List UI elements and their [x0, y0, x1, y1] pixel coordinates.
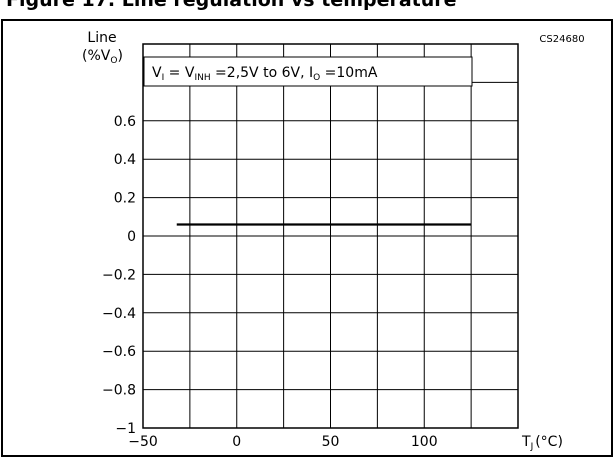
x-tick-labels: −50 0 50 100 [128, 434, 437, 450]
y-tick-label: −0.4 [102, 306, 136, 322]
y-tick-label: 0.6 [114, 114, 136, 130]
figure-title: Figure 17. Line regulation vs temperatur… [6, 0, 457, 11]
y-tick-label: 0 [127, 229, 136, 245]
y-tick-label: −1 [115, 421, 136, 437]
x-tick-label: 50 [322, 434, 340, 450]
y-tick-labels: 0.6 0.4 0.2 0 −0.2 −0.4 −0.6 −0.8 −1 [102, 114, 136, 437]
x-tick-label: 0 [232, 434, 241, 450]
condition-label: VI = VINH =2,5V to 6V, IO =10mA [152, 65, 378, 83]
y-tick-label: −0.2 [102, 267, 136, 283]
y-tick-label: 0.2 [114, 191, 136, 207]
y-axis-label: Line [87, 30, 116, 46]
y-tick-label: 0.4 [114, 152, 136, 168]
chart-grid [143, 44, 518, 428]
drawing-code: CS24680 [539, 34, 584, 45]
y-tick-label: −0.6 [102, 344, 136, 360]
plot-area-border [142, 43, 519, 429]
y-tick-label: −0.8 [102, 383, 136, 399]
y-axis-unit: (%VO) [82, 48, 123, 66]
x-tick-label: 100 [411, 434, 438, 450]
x-tick-label: −50 [128, 434, 158, 450]
condition-box [143, 56, 473, 87]
figure-frame [1, 19, 613, 457]
x-axis-label: TJ (°C) [521, 434, 563, 452]
